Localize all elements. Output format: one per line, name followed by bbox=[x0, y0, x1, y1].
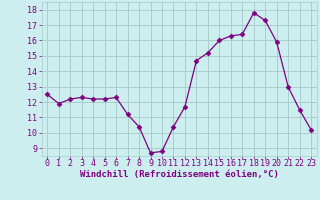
X-axis label: Windchill (Refroidissement éolien,°C): Windchill (Refroidissement éolien,°C) bbox=[80, 170, 279, 179]
